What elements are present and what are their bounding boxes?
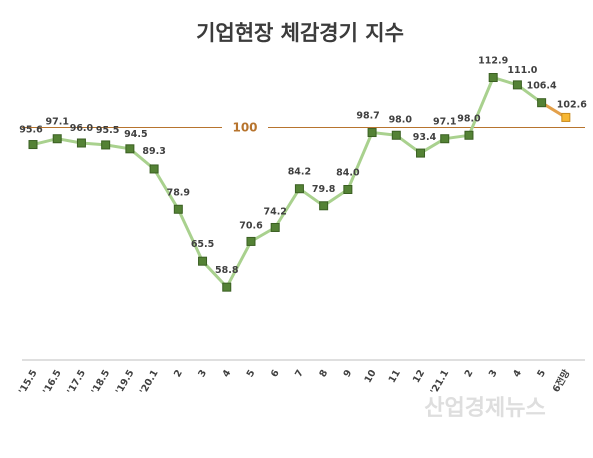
- data-point: [52, 134, 62, 144]
- data-label: 98.0: [389, 114, 413, 125]
- data-point: [28, 140, 38, 150]
- data-label: 84.0: [336, 168, 360, 179]
- chart-title: 기업현장 체감경기 지수: [196, 21, 404, 45]
- x-tick-label: 5: [535, 368, 548, 379]
- data-labels: 95.697.196.0 95.5 94.589.378.965.558.870.6…: [19, 56, 587, 277]
- data-label: 96.0: [70, 123, 94, 134]
- data-label: 95.6: [19, 125, 43, 136]
- x-tick-label: '17.5: [65, 368, 88, 396]
- x-tick-label: 11: [387, 368, 403, 385]
- data-label: 89.3: [142, 146, 165, 157]
- x-tick-label: 9: [342, 368, 355, 379]
- x-tick-label: 4: [511, 368, 524, 380]
- data-label: 78.9: [167, 187, 190, 198]
- data-point: [391, 130, 401, 140]
- x-tick-label: '19.5: [114, 368, 137, 396]
- x-tick-label: 10: [363, 368, 379, 385]
- data-point: [343, 185, 353, 194]
- data-label: 97.1: [433, 117, 456, 128]
- data-point: [198, 256, 208, 266]
- data-label: 98.0: [457, 113, 481, 124]
- data-point: [440, 134, 450, 144]
- x-tick-label: '18.5: [90, 368, 113, 396]
- data-label: 106.4: [527, 81, 557, 92]
- series-polyline: [32, 76, 543, 289]
- data-label: 94.5: [124, 129, 147, 140]
- series-line: [32, 76, 567, 289]
- x-tick-label: 2: [463, 368, 476, 379]
- data-label: 70.6: [239, 220, 263, 231]
- data-point: [246, 236, 256, 246]
- x-tick-label: 3: [487, 368, 500, 379]
- x-tick-label: 8: [317, 368, 330, 380]
- data-label: 58.8: [215, 265, 239, 276]
- data-point: [76, 138, 86, 148]
- data-point: [149, 164, 159, 174]
- data-point: [173, 204, 183, 214]
- data-point: [319, 201, 329, 211]
- x-tick-label: 3: [196, 368, 209, 379]
- data-markers: [28, 73, 571, 292]
- data-point: [101, 140, 111, 150]
- data-point: [294, 184, 304, 194]
- data-point: [367, 128, 377, 138]
- data-point: [488, 73, 498, 83]
- data-point: [125, 144, 135, 154]
- data-point: [561, 112, 571, 122]
- data-label: 65.5: [191, 239, 214, 250]
- reference-line-label: 100: [232, 121, 257, 135]
- data-label: 111.0: [507, 65, 537, 76]
- x-tick-label: 4: [221, 368, 234, 380]
- data-point: [537, 98, 547, 108]
- x-tick-label: '15.5: [17, 368, 40, 396]
- data-point: [270, 222, 280, 232]
- data-label: 93.4: [413, 132, 437, 143]
- data-label: 74.2: [263, 206, 286, 217]
- data-point: [464, 130, 474, 140]
- data-label: 102.6: [557, 99, 587, 110]
- x-tick-label: '21.1: [429, 368, 452, 396]
- data-label: 79.8: [312, 184, 336, 195]
- x-tick-label: 12: [411, 368, 427, 385]
- x-tick-label: '16.5: [41, 368, 64, 396]
- x-tick-label: 2: [172, 368, 185, 379]
- data-label: 97.1: [45, 117, 68, 128]
- x-tick-label: '20.1: [138, 368, 161, 396]
- watermark: 산업경제뉴스: [424, 396, 545, 421]
- data-point: [222, 282, 232, 292]
- data-label: 95.5: [96, 125, 119, 136]
- x-tick-labels: '15.5'16.5'17.5'18.5'19.5'20.1 2 3 4 5 6 7 8 9 10…: [17, 367, 573, 396]
- data-point: [512, 80, 522, 90]
- x-tick-label: 7: [293, 368, 306, 379]
- x-tick-label: 6전망: [550, 367, 573, 394]
- data-label: 84.2: [288, 167, 311, 178]
- data-point: [416, 148, 426, 158]
- x-tick-label: 5: [245, 368, 258, 379]
- x-tick-label: 6: [269, 368, 282, 380]
- data-label: 98.7: [356, 111, 379, 122]
- data-label: 112.9: [478, 56, 508, 67]
- reference-line-100: 100: [22, 121, 585, 135]
